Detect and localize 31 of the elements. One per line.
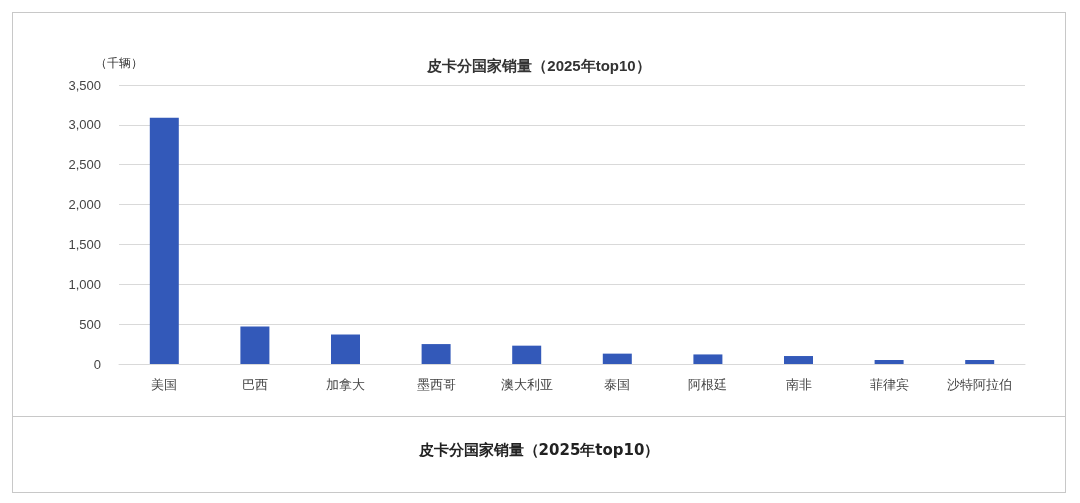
x-tick-label: 墨西哥 bbox=[416, 377, 456, 392]
bar bbox=[512, 345, 542, 364]
y-tick-label: 3,000 bbox=[68, 117, 101, 133]
x-tick-label: 阿根廷 bbox=[688, 377, 728, 392]
bar bbox=[874, 360, 904, 364]
text: 皮卡分国家销量（2025年top10） bbox=[417, 441, 661, 460]
x-tick-label: 沙特阿拉伯 bbox=[947, 377, 1013, 392]
y-tick-label: 1,000 bbox=[68, 276, 101, 292]
y-tick-label: 0 bbox=[93, 356, 101, 372]
y-tick-label: 500 bbox=[79, 316, 101, 332]
x-tick-label: 美国 bbox=[151, 377, 178, 392]
bar bbox=[693, 354, 723, 364]
bar bbox=[784, 356, 813, 364]
chart-title: 皮卡分国家销量（2025年top10） bbox=[426, 57, 651, 74]
bar bbox=[240, 326, 270, 364]
x-tick-label: 加拿大 bbox=[326, 377, 365, 392]
bar bbox=[149, 117, 179, 364]
bar bbox=[602, 353, 632, 364]
bar bbox=[421, 344, 451, 364]
x-tick-label: 澳大利亚 bbox=[500, 377, 553, 392]
y-tick-label: 3,500 bbox=[68, 77, 101, 93]
y-tick-label: 1,500 bbox=[68, 236, 101, 252]
y-tick-label: 2,500 bbox=[68, 157, 101, 173]
x-tick-label: 南非 bbox=[785, 377, 812, 392]
bar bbox=[331, 334, 360, 364]
bar bbox=[965, 360, 995, 364]
y-axis-title: （千辆） bbox=[95, 56, 143, 70]
y-tick-label: 2,000 bbox=[68, 197, 101, 213]
x-tick-label: 泰国 bbox=[604, 377, 631, 392]
x-tick-label: 菲律宾 bbox=[869, 377, 909, 392]
x-tick-label: 巴西 bbox=[241, 377, 268, 392]
